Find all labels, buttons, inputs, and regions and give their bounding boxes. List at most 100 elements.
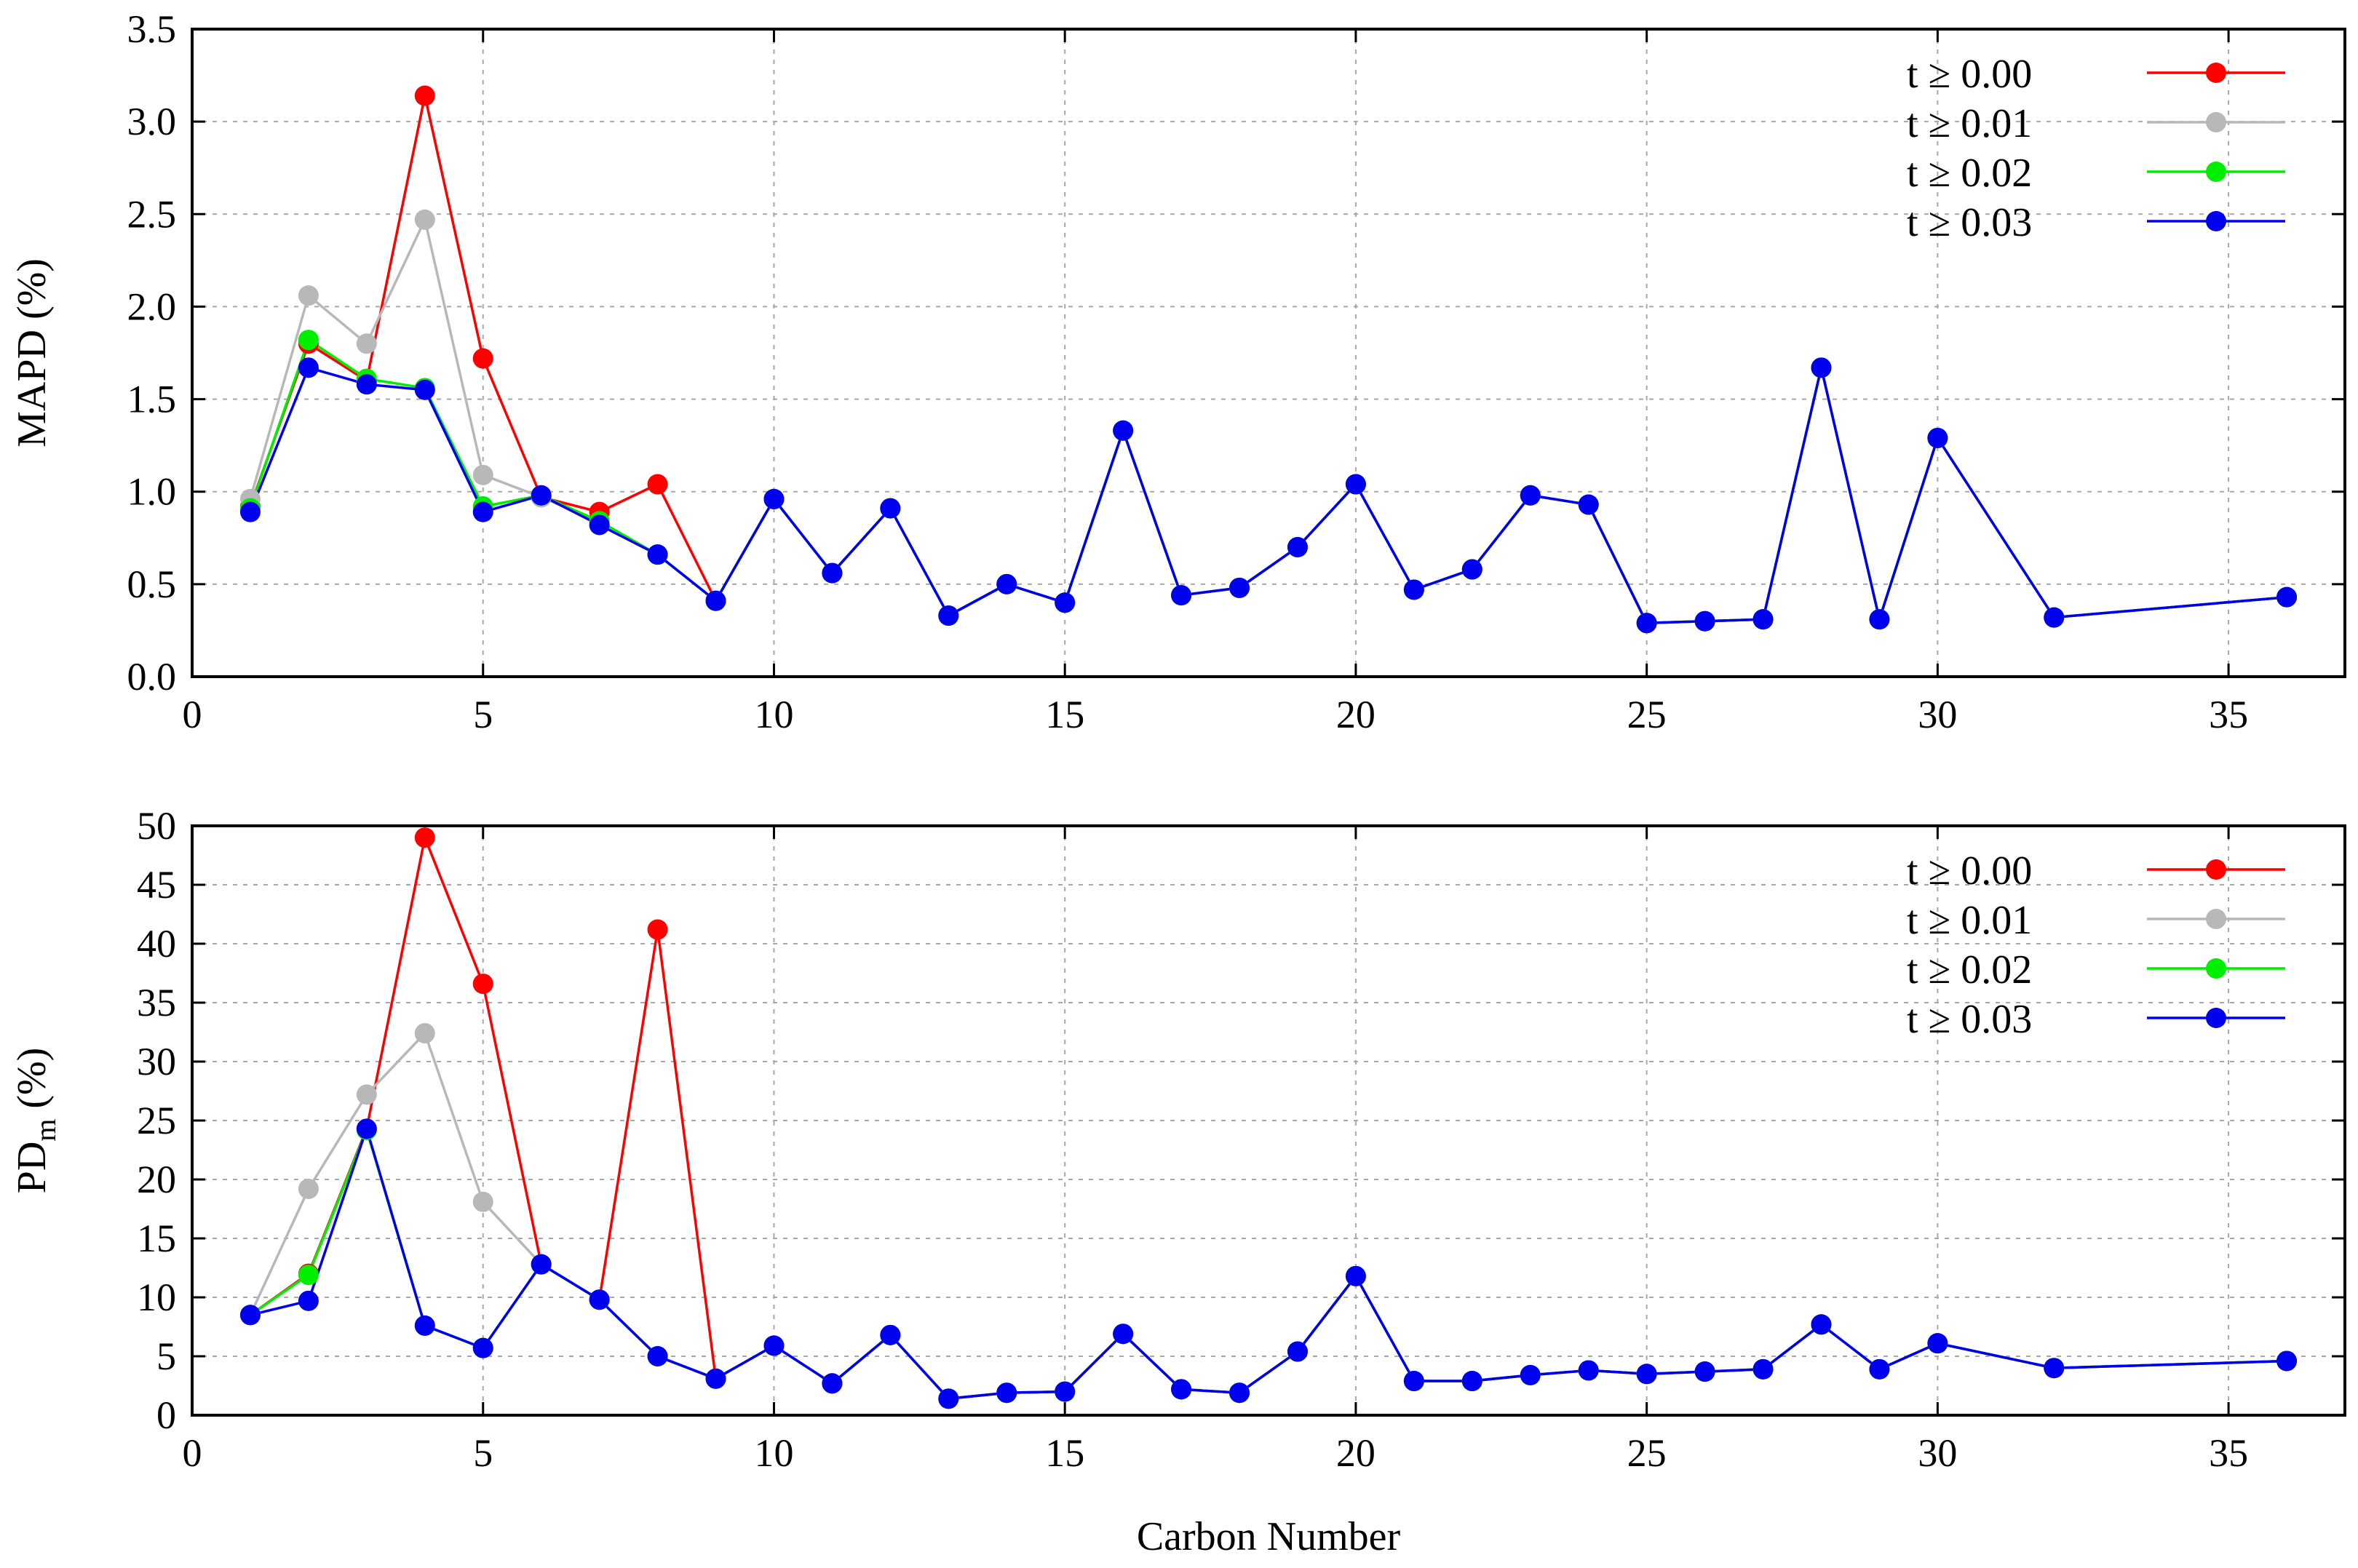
- y-tick-label: 3.5: [127, 7, 177, 51]
- data-point: [938, 1388, 959, 1409]
- data-point: [472, 501, 493, 522]
- x-tick-label: 0: [183, 1431, 202, 1475]
- x-tick-label: 5: [473, 1431, 493, 1475]
- y-tick-label: 0.0: [127, 655, 177, 699]
- data-point: [2276, 586, 2298, 608]
- data-point: [531, 1254, 552, 1275]
- legend-label: t ≥ 0.01: [1907, 898, 2032, 943]
- data-point: [1811, 357, 1832, 378]
- data-point: [589, 1289, 610, 1310]
- data-point: [647, 474, 668, 495]
- y-tick-label: 20: [137, 1158, 176, 1201]
- legend-label: t ≥ 0.00: [1907, 52, 2032, 97]
- y-tick-label: 0: [156, 1393, 176, 1437]
- data-point: [356, 1084, 377, 1105]
- y-tick-label: 2.5: [127, 192, 177, 236]
- y-tick-label: 35: [137, 981, 176, 1024]
- data-point: [298, 330, 319, 351]
- legend-label: t ≥ 0.03: [1907, 200, 2032, 245]
- data-point: [647, 919, 668, 940]
- data-point: [2044, 607, 2065, 628]
- y-tick-label: 1.0: [127, 470, 177, 514]
- legend-label: t ≥ 0.02: [1907, 947, 2032, 992]
- data-point: [1636, 1364, 1657, 1385]
- data-point: [472, 1191, 493, 1212]
- data-point: [1752, 609, 1774, 630]
- y-tick-label: 45: [137, 863, 176, 907]
- y-tick-label: 10: [137, 1276, 176, 1319]
- data-point: [1927, 427, 1948, 448]
- y-tick-label: 3.0: [127, 100, 177, 143]
- legend-swatch-marker: [2206, 909, 2226, 929]
- y-tick-label: 30: [137, 1040, 176, 1083]
- data-point: [298, 285, 319, 306]
- data-point: [414, 1023, 435, 1044]
- data-point: [1520, 485, 1541, 506]
- y-tick-label: 40: [137, 922, 176, 966]
- data-point: [472, 348, 493, 369]
- data-point: [356, 1118, 377, 1139]
- legend-swatch-marker: [2206, 112, 2226, 132]
- data-point: [1636, 613, 1657, 634]
- data-point: [880, 1324, 901, 1345]
- legend-swatch-marker: [2206, 958, 2226, 979]
- data-point: [1869, 609, 1890, 630]
- data-point: [705, 1368, 726, 1389]
- data-point: [414, 209, 435, 230]
- data-point: [1171, 1379, 1192, 1400]
- data-point: [938, 605, 959, 626]
- x-axis-label: Carbon Number: [1137, 1514, 1401, 1559]
- data-point: [2276, 1350, 2298, 1372]
- data-point: [1055, 592, 1076, 613]
- data-point: [1229, 1382, 1250, 1404]
- data-point: [1229, 577, 1250, 598]
- data-point: [356, 374, 377, 395]
- data-point: [239, 501, 261, 522]
- data-point: [1345, 474, 1366, 495]
- x-tick-label: 30: [1918, 1431, 1957, 1475]
- series-line: [249, 338, 2287, 625]
- legend-swatch-marker: [2206, 859, 2226, 880]
- y-axis-label: MAPD (%): [9, 258, 55, 447]
- data-point: [880, 498, 901, 519]
- y-axis-label-main: PD: [9, 1142, 55, 1194]
- y-axis-label-suffix: (%): [9, 1048, 55, 1119]
- data-point: [1055, 1381, 1076, 1402]
- data-point: [1520, 1364, 1541, 1385]
- series-line: [250, 1124, 2287, 1401]
- data-point: [1113, 420, 1134, 441]
- x-tick-label: 35: [2209, 693, 2248, 736]
- data-point: [1461, 1371, 1482, 1392]
- data-point: [647, 1346, 668, 1366]
- x-tick-label: 0: [183, 693, 202, 736]
- data-point: [1461, 559, 1482, 580]
- x-tick-label: 30: [1918, 693, 1957, 736]
- legend-label: t ≥ 0.01: [1907, 101, 2032, 146]
- plot-frame: [191, 28, 2346, 678]
- y-tick-label: 25: [137, 1099, 176, 1142]
- x-tick-label: 10: [754, 693, 793, 736]
- data-point: [996, 1382, 1017, 1404]
- data-point: [1287, 1341, 1308, 1362]
- x-tick-label: 20: [1336, 1431, 1376, 1475]
- y-tick-label: 15: [137, 1217, 176, 1260]
- data-point: [822, 1373, 843, 1394]
- series-line: [249, 366, 2287, 625]
- x-tick-label: 20: [1336, 693, 1376, 736]
- series-line: [249, 1126, 2287, 1401]
- data-point: [1171, 585, 1192, 606]
- y-tick-label: 0.5: [127, 562, 177, 606]
- data-point: [356, 333, 377, 354]
- mapd-chart: 0 5 10 15 20 25 30 35 0.0 0.5 1.0 1.5 2.0 2.5 3.0 3.5 t …: [9, 7, 2346, 736]
- legend-swatch-marker: [2206, 1008, 2226, 1028]
- x-tick-label: 15: [1045, 1431, 1084, 1475]
- data-point: [298, 1178, 319, 1199]
- data-point: [1927, 1333, 1948, 1354]
- data-point: [822, 562, 843, 584]
- data-point: [414, 379, 435, 400]
- data-point: [1811, 1314, 1832, 1335]
- data-point: [414, 1315, 435, 1336]
- data-point: [1345, 1265, 1366, 1286]
- data-point: [705, 590, 726, 611]
- pdm-chart: 0 5 10 15 20 25 30 35 0 5 10 15 20 25 30 35 40 45 50 t ≥ 0.…: [9, 804, 2346, 1559]
